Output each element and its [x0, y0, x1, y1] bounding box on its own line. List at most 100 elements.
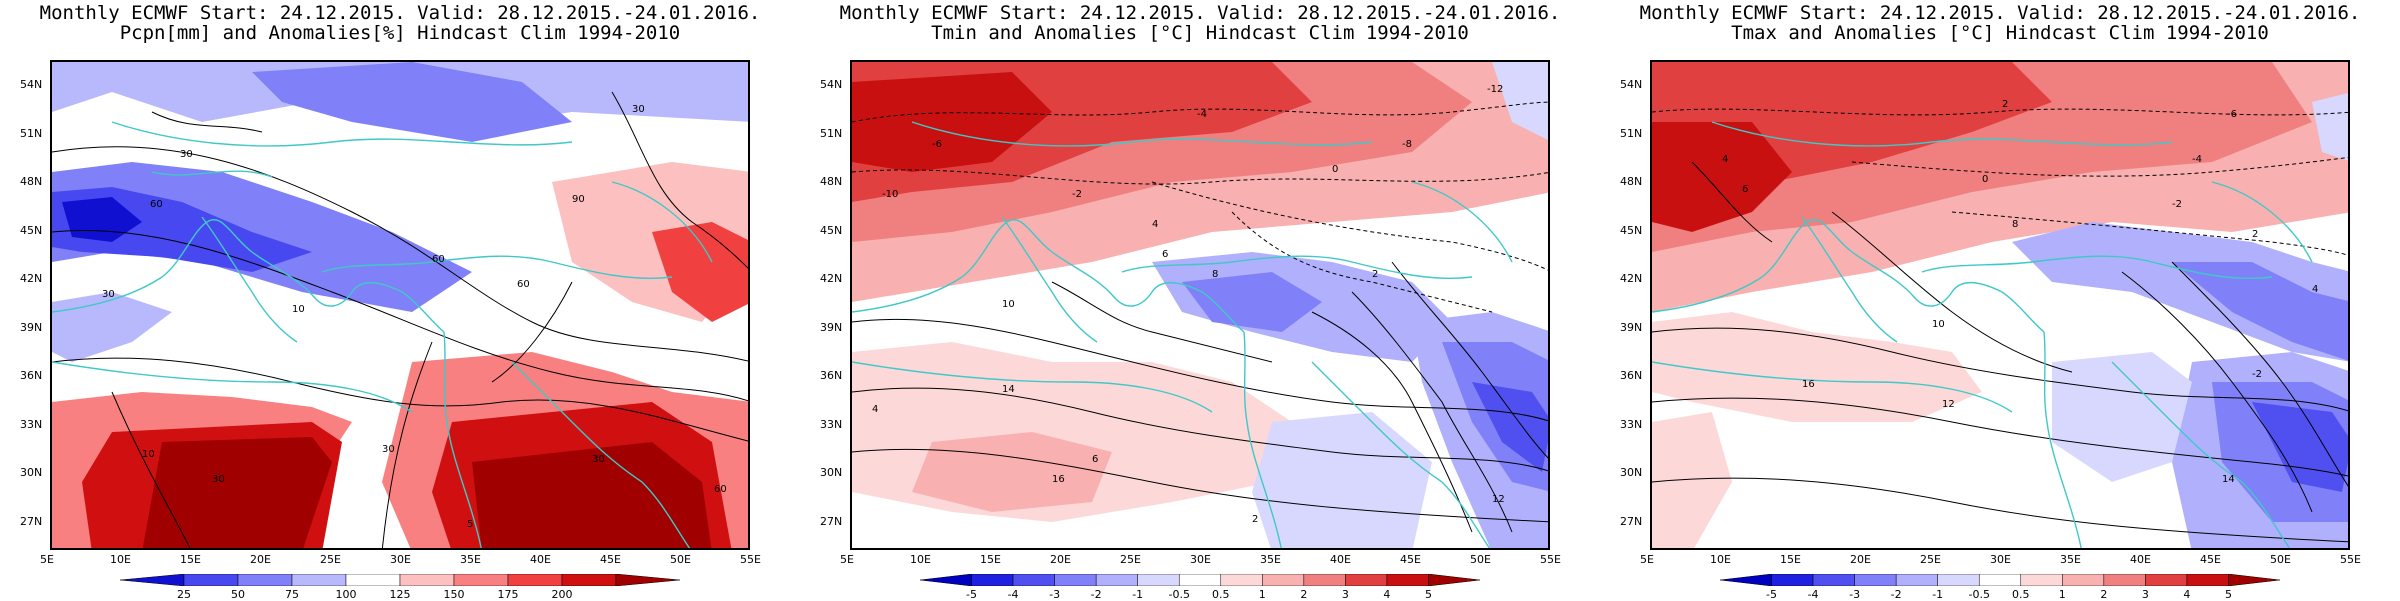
- colorbar-tick-label: -1: [1132, 588, 1144, 601]
- colorbar-tick-label: -5: [1766, 588, 1778, 601]
- colorbar-segment: [920, 574, 972, 586]
- colorbar-segment: [1386, 574, 1429, 586]
- colorbar-tick-label: 5: [2224, 588, 2232, 601]
- colorbar-tick-label: 3: [2141, 588, 2149, 601]
- lon-tick-label: 55E: [1540, 553, 1561, 566]
- colorbar-segment: [399, 574, 455, 586]
- lon-tick-label: 45E: [2200, 553, 2221, 566]
- contour-label: 30: [180, 149, 193, 160]
- colorbar-tick-label: 4: [2183, 588, 2191, 601]
- colorbar-segment: [1095, 574, 1138, 586]
- colorbar-tick-label: 25: [177, 588, 191, 601]
- lat-tick-label: 30N: [20, 466, 43, 479]
- colorbar-tick-label: 5: [1424, 588, 1432, 601]
- colorbar-segment: [237, 574, 293, 586]
- lon-tick-label: 35E: [1260, 553, 1281, 566]
- lon-tick-label: 40E: [530, 553, 551, 566]
- contour-label: 14: [1002, 384, 1015, 395]
- contour-label: -2: [2172, 199, 2182, 210]
- colorbar-segment: [2228, 574, 2280, 586]
- contour-label: 30: [212, 474, 225, 485]
- contour-label: 6: [1742, 184, 1748, 195]
- lon-tick-label: 45E: [600, 553, 621, 566]
- colorbar-segment: [1303, 574, 1346, 586]
- lon-tick-label: 5E: [40, 553, 54, 566]
- lon-tick-label: 25E: [1120, 553, 1141, 566]
- lon-tick-label: 50E: [1470, 553, 1491, 566]
- colorbar-tick-label: 3: [1341, 588, 1349, 601]
- colorbar-tick-label: 0.5: [2012, 588, 2030, 601]
- colorbar-segment: [183, 574, 239, 586]
- lon-tick-label: 55E: [2340, 553, 2361, 566]
- colorbar-segment: [1937, 574, 1980, 586]
- colorbar-tick-label: 150: [443, 588, 465, 601]
- lon-tick-label: 20E: [1850, 553, 1871, 566]
- contour-label: 2: [1252, 514, 1258, 525]
- colorbar-segment: [2103, 574, 2146, 586]
- colorbar-tick-label: -5: [966, 588, 978, 601]
- colorbar-segment: [1978, 574, 2022, 586]
- contour-label: -2: [2252, 369, 2262, 380]
- colorbar-tick-label: 100: [335, 588, 357, 601]
- contour-label: 6: [1162, 249, 1168, 260]
- lon-tick-label: 20E: [250, 553, 271, 566]
- lat-tick-label: 42N: [20, 272, 43, 285]
- contour-label: 4: [2312, 284, 2318, 295]
- lat-tick-label: 30N: [820, 466, 843, 479]
- map-area: 30 60 90 10 30 30 30 60 60 30 10 5 60 30: [50, 60, 750, 550]
- colorbar-tick-label: -1: [1932, 588, 1944, 601]
- lat-tick-label: 27N: [20, 514, 43, 528]
- lat-tick-label: 51N: [820, 126, 843, 140]
- contour-label: -6: [932, 139, 942, 150]
- colorbar: [120, 574, 680, 586]
- panel-title-line2: Tmin and Anomalies [°C] Hindcast Clim 19…: [931, 22, 1469, 44]
- lat-tick-label: 48N: [820, 175, 843, 188]
- lat-tick-label: 27N: [1620, 514, 1643, 528]
- lat-tick-label: 39N: [1620, 320, 1643, 334]
- colorbar-segment: [1220, 574, 1263, 586]
- panel-title-line1: Monthly ECMWF Start: 24.12.2015. Valid: …: [839, 2, 1561, 24]
- lat-tick-label: 54N: [20, 78, 43, 91]
- lon-tick-label: 10E: [910, 553, 931, 566]
- colorbar-segment: [1720, 574, 1772, 586]
- panel-precipitation: Monthly ECMWF Start: 24.12.2015. Valid: …: [0, 0, 800, 601]
- contour-label: 60: [714, 484, 727, 495]
- colorbar-segment: [2062, 574, 2105, 586]
- colorbar-tick-label: -3: [1849, 588, 1861, 601]
- lon-tick-label: 25E: [1920, 553, 1941, 566]
- contour-label: 4: [1152, 219, 1158, 230]
- contour-label: 14: [2222, 474, 2235, 485]
- contour-label: 8: [2012, 219, 2018, 230]
- lon-tick-label: 15E: [180, 553, 201, 566]
- lon-tick-label: 30E: [1990, 553, 2011, 566]
- contour-label: -8: [1402, 139, 1412, 150]
- colorbar-segment: [1262, 574, 1305, 586]
- lat-tick-label: 45N: [20, 223, 43, 237]
- colorbar-tick-label: 125: [389, 588, 411, 601]
- lat-tick-label: 33N: [20, 417, 43, 431]
- contour-label: 2: [1372, 269, 1378, 280]
- colorbar-segment: [2186, 574, 2229, 586]
- contour-label: -6: [2227, 109, 2237, 120]
- lat-tick-label: 33N: [1620, 417, 1643, 431]
- contour-label: -2: [1072, 189, 1082, 200]
- lat-tick-label: 33N: [820, 417, 843, 431]
- contour-label: 2: [2252, 229, 2258, 240]
- colorbar-tick-label: -4: [1807, 588, 1819, 601]
- lon-tick-label: 35E: [2060, 553, 2081, 566]
- colorbar: [920, 574, 1480, 586]
- contour-label: 16: [1802, 379, 1815, 390]
- colorbar-segment: [1178, 574, 1222, 586]
- contour-label: 30: [102, 289, 115, 300]
- lat-tick-label: 48N: [20, 175, 43, 188]
- lon-tick-label: 30E: [1190, 553, 1211, 566]
- contour-label: -4: [2192, 154, 2202, 165]
- colorbar-segment: [561, 574, 617, 586]
- contour-label: 8: [1212, 269, 1218, 280]
- lon-tick-label: 25E: [320, 553, 341, 566]
- contour-label: 2: [2002, 99, 2008, 110]
- lat-tick-label: 27N: [820, 514, 843, 528]
- contour-label: 60: [517, 279, 530, 290]
- colorbar-segment: [453, 574, 509, 586]
